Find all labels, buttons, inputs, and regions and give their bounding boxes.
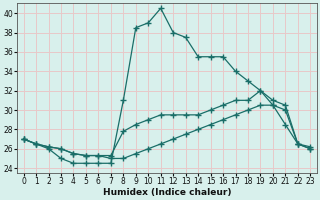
- X-axis label: Humidex (Indice chaleur): Humidex (Indice chaleur): [103, 188, 231, 197]
